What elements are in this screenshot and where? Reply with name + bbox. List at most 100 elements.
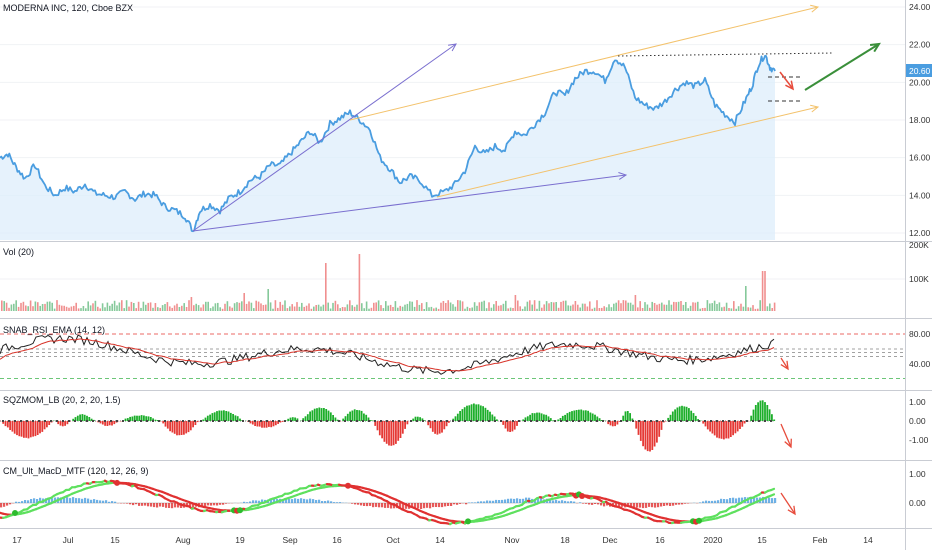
drawing-annotations[interactable] xyxy=(193,5,879,514)
volume-tick-label: 100K xyxy=(909,274,929,284)
squeeze-bar xyxy=(305,416,307,421)
macd-histogram-bar xyxy=(681,503,683,504)
squeeze-bar xyxy=(309,412,311,422)
volume-bar xyxy=(277,308,279,311)
squeeze-dot xyxy=(122,420,124,422)
rsi-panel[interactable] xyxy=(0,334,905,379)
price-scale[interactable]: 24.0022.0020.0018.0016.0014.0012.00200K1… xyxy=(909,2,931,508)
volume-bar xyxy=(589,301,591,311)
time-tick-label: 16 xyxy=(332,535,342,545)
macd-histogram-bar xyxy=(588,503,590,505)
volume-bar xyxy=(467,307,469,311)
volume-bar xyxy=(6,303,8,311)
squeeze-bar xyxy=(287,419,289,421)
macd-histogram-bar xyxy=(705,501,707,503)
squeeze-dot xyxy=(374,420,376,422)
squeeze-momentum-panel[interactable] xyxy=(0,400,775,451)
volume-bar xyxy=(507,308,509,311)
volume-bar xyxy=(483,301,485,311)
volume-bar xyxy=(647,305,649,312)
volume-bar xyxy=(383,308,385,311)
squeeze-bar xyxy=(400,421,402,438)
squeeze-dot xyxy=(212,420,214,422)
squeeze-bar xyxy=(125,419,127,421)
volume-bar xyxy=(695,303,697,311)
volume-bar xyxy=(80,308,82,311)
squeeze-bar xyxy=(23,421,25,438)
squeeze-bar xyxy=(538,413,540,421)
squeeze-dot xyxy=(8,420,10,422)
rsi-ema-line[interactable] xyxy=(0,339,774,371)
squeeze-bar xyxy=(744,421,746,424)
macd-panel[interactable] xyxy=(0,480,776,525)
volume-bar xyxy=(361,303,363,311)
squeeze-bar xyxy=(275,421,277,425)
squeeze-bar xyxy=(448,421,450,423)
squeeze-bar xyxy=(143,416,145,422)
macd-histogram-bar xyxy=(636,503,638,508)
squeeze-bar xyxy=(365,415,367,421)
volume-bar xyxy=(243,293,245,311)
resistance-dotted-line[interactable] xyxy=(618,53,832,56)
macd-cross-dot xyxy=(345,483,351,489)
squeeze-bar xyxy=(41,421,43,432)
time-tick-label: 2020 xyxy=(704,535,723,545)
volume-bar xyxy=(409,301,411,311)
squeeze-bar xyxy=(12,421,14,432)
squeeze-bar xyxy=(178,421,180,435)
volume-bar xyxy=(683,305,685,311)
volume-bar xyxy=(210,308,212,311)
volume-bar xyxy=(375,302,377,311)
volume-bar xyxy=(183,303,185,311)
volume-bar xyxy=(253,308,255,311)
squeeze-bar xyxy=(138,416,140,421)
volume-bar xyxy=(193,305,195,311)
squeeze-bar xyxy=(325,409,327,421)
volume-bar xyxy=(637,307,639,311)
volume-bar xyxy=(685,302,687,311)
macd-histogram-bar xyxy=(435,503,437,507)
volume-bar xyxy=(119,303,121,312)
green-projection-arrow[interactable] xyxy=(805,44,879,90)
squeeze-bar xyxy=(571,411,573,421)
squeeze-bar xyxy=(190,421,192,430)
macd-histogram-bar xyxy=(366,503,368,506)
macd-red-arrow-head xyxy=(788,506,795,514)
volume-bar xyxy=(32,306,34,311)
volume-bar xyxy=(260,303,262,311)
rsi-line[interactable] xyxy=(0,335,774,374)
squeeze-bar xyxy=(462,409,464,421)
macd-histogram-bar xyxy=(375,503,377,507)
volume-bar xyxy=(1,301,3,312)
price-panel[interactable] xyxy=(0,7,905,240)
volume-bar xyxy=(258,302,260,311)
macd-histogram-bar xyxy=(147,503,149,506)
volume-panel[interactable] xyxy=(0,254,905,311)
squeeze-bar xyxy=(330,412,332,421)
squeeze-dot xyxy=(764,420,766,422)
squeeze-dot xyxy=(104,420,106,422)
squeeze-bar xyxy=(443,421,445,429)
squeeze-bar xyxy=(230,413,232,421)
squeeze-bar xyxy=(430,421,432,428)
squeeze-bar xyxy=(5,421,7,426)
squeeze-dot xyxy=(494,420,496,422)
volume-bar xyxy=(279,302,281,311)
macd-histogram-bar xyxy=(723,499,725,503)
volume-bar xyxy=(152,308,154,311)
macd-histogram-bar xyxy=(465,503,467,504)
squeeze-bar xyxy=(728,421,730,439)
volume-bar xyxy=(423,309,425,311)
squeeze-dot xyxy=(578,420,580,422)
macd-red-arrow[interactable] xyxy=(781,493,795,514)
volume-bar xyxy=(606,307,608,311)
macd-histogram-bar xyxy=(591,503,593,505)
volume-bar xyxy=(747,307,749,311)
time-tick-label: 17 xyxy=(12,535,22,545)
macd-histogram-bar xyxy=(213,503,215,505)
macd-histogram-bar xyxy=(450,503,452,506)
squeeze-bar xyxy=(730,421,732,437)
